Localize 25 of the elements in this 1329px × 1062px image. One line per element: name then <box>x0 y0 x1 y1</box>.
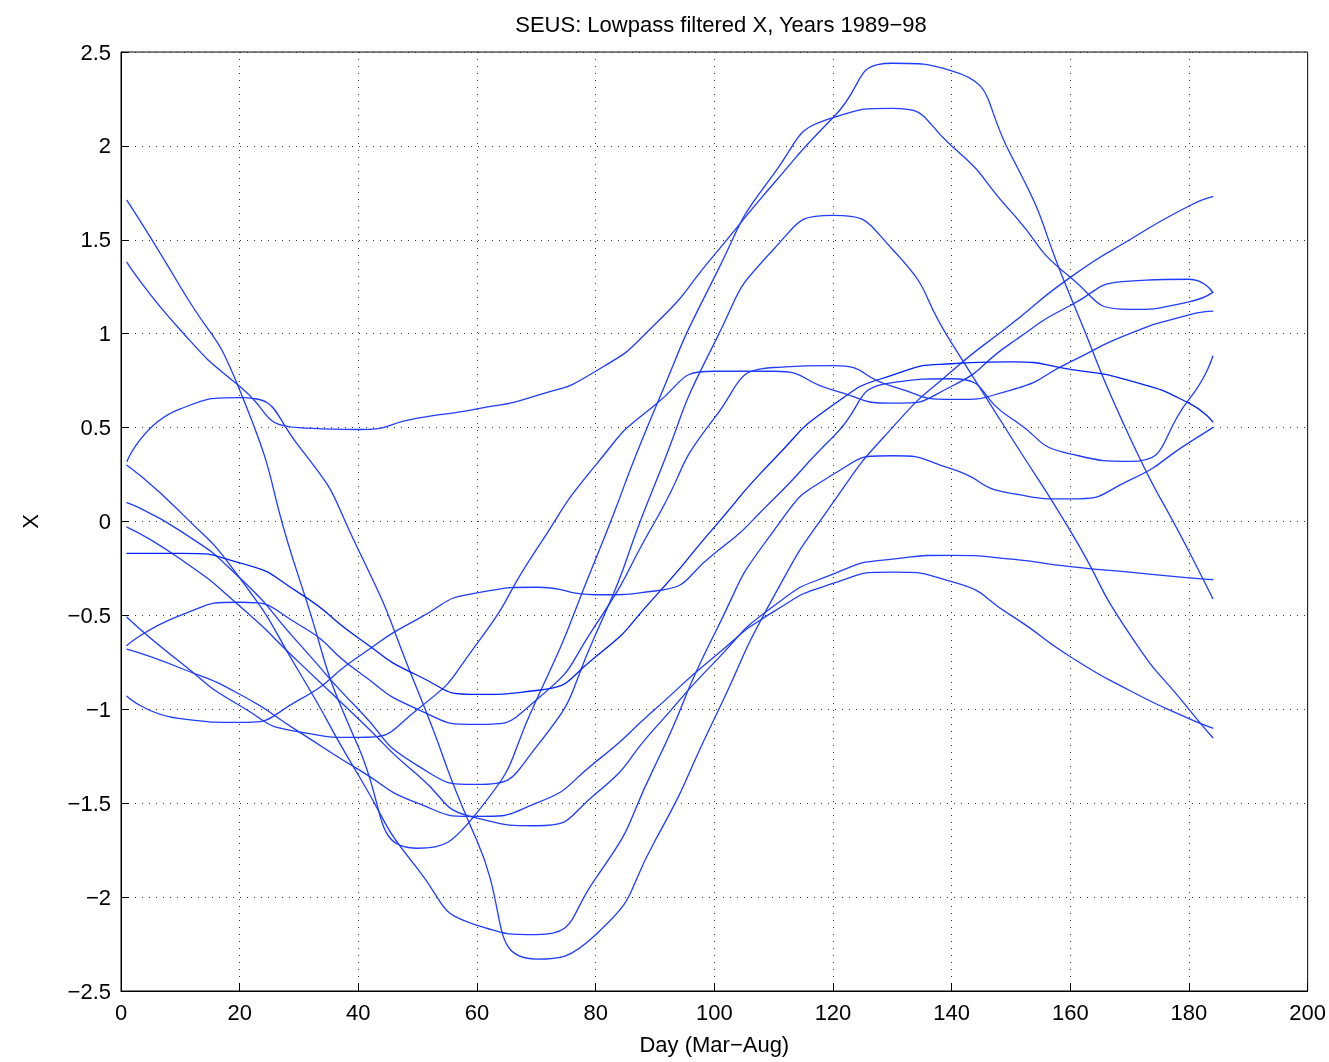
x-tick-label: 40 <box>346 999 371 1025</box>
x-tick-label: 80 <box>583 999 608 1025</box>
y-axis-title: X <box>17 513 43 529</box>
y-tick-label: −2.5 <box>67 978 111 1004</box>
y-tick-label: 2.5 <box>80 39 111 65</box>
x-axis-title: Day (Mar−Aug) <box>639 1031 790 1057</box>
x-tick-label: 180 <box>1170 999 1208 1025</box>
x-tick-label: 120 <box>814 999 852 1025</box>
x-tick-label: 60 <box>464 999 490 1025</box>
y-tick-label: 1.5 <box>80 227 111 253</box>
chart-title: SEUS: Lowpass filtered X, Years 1989−98 <box>515 11 927 37</box>
y-tick-label: 0.5 <box>80 415 111 441</box>
y-tick-label: 2 <box>98 133 111 159</box>
x-tick-label: 0 <box>114 999 128 1025</box>
x-tick-label: 160 <box>1051 999 1089 1025</box>
y-tick-label: −1.5 <box>67 790 111 816</box>
x-tick-label: 200 <box>1289 999 1327 1025</box>
y-tick-label: −2 <box>85 884 111 910</box>
y-tick-label: −0.5 <box>67 602 111 628</box>
y-tick-label: 0 <box>98 509 111 534</box>
x-tick-label: 100 <box>695 999 733 1025</box>
x-tick-label: 140 <box>933 999 971 1025</box>
x-tick-label: 20 <box>227 999 252 1025</box>
y-tick-label: 1 <box>98 321 111 347</box>
y-tick-label: −1 <box>85 696 111 722</box>
